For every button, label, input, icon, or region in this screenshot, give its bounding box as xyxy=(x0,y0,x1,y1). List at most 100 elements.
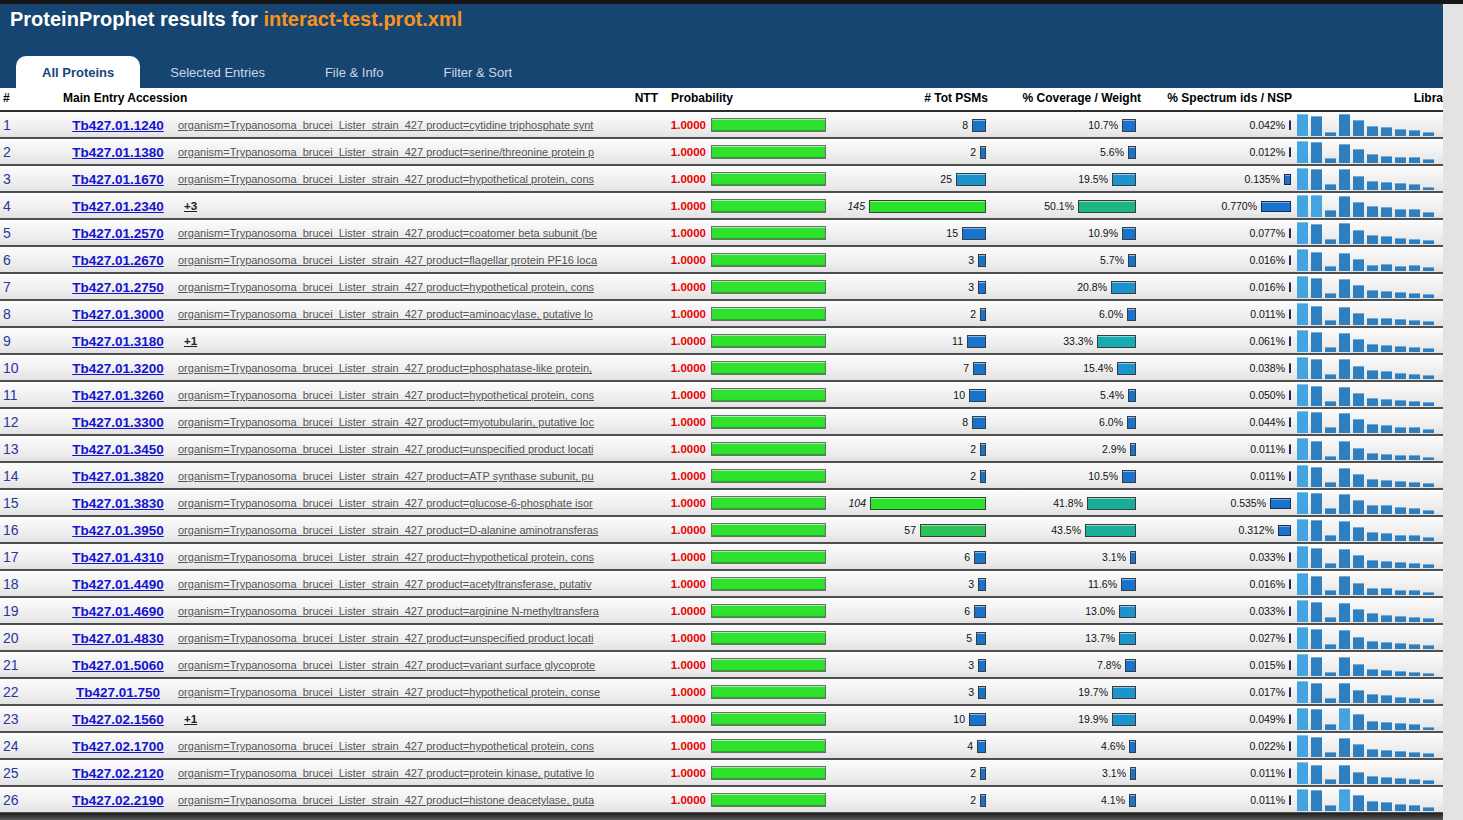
table-row: 26 Tb427.02.2190 organism=Trypanosoma_br… xyxy=(0,787,1443,813)
libra-bar xyxy=(1381,722,1392,730)
accession-link[interactable]: Tb427.01.1380 xyxy=(58,140,178,164)
accession-link[interactable]: Tb427.01.4690 xyxy=(58,599,178,623)
tab-file-info[interactable]: File & Info xyxy=(295,56,414,88)
accession-link[interactable]: Tb427.01.2670 xyxy=(58,248,178,272)
accession-link[interactable]: Tb427.01.3260 xyxy=(58,383,178,407)
spectrum-ids-cell: 0.770% xyxy=(1141,194,1291,218)
libra-bar xyxy=(1353,744,1364,757)
coverage-cell: 10.9% xyxy=(986,221,1136,245)
protein-description-link[interactable]: organism=Trypanosoma_brucei_Lister_strai… xyxy=(178,167,630,191)
accession-link[interactable]: Tb427.02.2190 xyxy=(58,788,178,812)
probability-cell: 1.0000 xyxy=(658,545,830,569)
protein-description-link[interactable]: organism=Trypanosoma_brucei_Lister_strai… xyxy=(178,221,630,245)
accession-link[interactable]: Tb427.02.1700 xyxy=(58,734,178,758)
protein-description-link[interactable]: organism=Trypanosoma_brucei_Lister_strai… xyxy=(178,302,630,326)
psm-count: 8 xyxy=(962,416,968,428)
libra-bar xyxy=(1311,278,1322,298)
spectrum-ids-bar xyxy=(1289,687,1291,697)
spectrum-ids-value: 0.015% xyxy=(1249,659,1285,671)
row-number: 4 xyxy=(3,194,29,218)
protein-description-link[interactable]: organism=Trypanosoma_brucei_Lister_strai… xyxy=(178,761,630,785)
accession-link[interactable]: Tb427.01.2750 xyxy=(58,275,178,299)
coverage-value: 10.7% xyxy=(1088,119,1118,131)
accession-link[interactable]: Tb427.01.2340 xyxy=(58,194,178,218)
libra-bar xyxy=(1381,399,1392,406)
accession-link[interactable]: Tb427.01.1670 xyxy=(58,167,178,191)
protein-description-link[interactable]: organism=Trypanosoma_brucei_Lister_strai… xyxy=(178,383,630,407)
psm-cell: 5 xyxy=(836,626,986,650)
tab-all-proteins[interactable]: All Proteins xyxy=(16,56,140,88)
accession-link[interactable]: Tb427.01.3830 xyxy=(58,491,178,515)
libra-bar xyxy=(1297,735,1308,757)
accession-link[interactable]: Tb427.01.3300 xyxy=(58,410,178,434)
tab-filter-sort[interactable]: Filter & Sort xyxy=(413,56,542,88)
psm-bar xyxy=(969,713,986,726)
accession-link[interactable]: Tb427.01.4490 xyxy=(58,572,178,596)
accession-link[interactable]: Tb427.01.3450 xyxy=(58,437,178,461)
spectrum-ids-bar xyxy=(1289,255,1291,265)
probability-cell: 1.0000 xyxy=(658,221,830,245)
accession-link[interactable]: Tb427.01.3180 xyxy=(58,329,178,353)
protein-description-link[interactable]: organism=Trypanosoma_brucei_Lister_strai… xyxy=(178,410,630,434)
accession-link[interactable]: Tb427.01.1240 xyxy=(58,113,178,137)
protein-description-link[interactable] xyxy=(178,329,630,353)
psm-count: 2 xyxy=(970,308,976,320)
libra-bar xyxy=(1353,664,1364,676)
protein-description-link[interactable]: organism=Trypanosoma_brucei_Lister_strai… xyxy=(178,464,630,488)
protein-description-link[interactable]: organism=Trypanosoma_brucei_Lister_strai… xyxy=(178,626,630,650)
protein-description-link[interactable]: organism=Trypanosoma_brucei_Lister_strai… xyxy=(178,140,630,164)
accession-link[interactable]: Tb427.01.3000 xyxy=(58,302,178,326)
protein-description-link[interactable]: organism=Trypanosoma_brucei_Lister_strai… xyxy=(178,518,630,542)
protein-description-link[interactable]: organism=Trypanosoma_brucei_Lister_strai… xyxy=(178,680,630,704)
libra-bar xyxy=(1339,683,1350,703)
libra-bar xyxy=(1367,776,1378,784)
protein-description-link[interactable]: organism=Trypanosoma_brucei_Lister_strai… xyxy=(178,599,630,623)
accession-link[interactable]: Tb427.01.3820 xyxy=(58,464,178,488)
protein-description-link[interactable]: organism=Trypanosoma_brucei_Lister_strai… xyxy=(178,545,630,569)
libra-bar xyxy=(1395,319,1406,325)
accession-link[interactable]: Tb427.02.2120 xyxy=(58,761,178,785)
libra-bar xyxy=(1381,236,1392,244)
tab-selected-entries[interactable]: Selected Entries xyxy=(140,56,295,88)
probability-value: 1.0000 xyxy=(658,740,706,752)
protein-description-link[interactable]: organism=Trypanosoma_brucei_Lister_strai… xyxy=(178,275,630,299)
libra-bar xyxy=(1353,120,1364,136)
spectrum-ids-cell: 0.535% xyxy=(1141,491,1291,515)
protein-description-link[interactable]: organism=Trypanosoma_brucei_Lister_strai… xyxy=(178,437,630,461)
accession-link[interactable]: Tb427.01.2570 xyxy=(58,221,178,245)
accession-link[interactable]: Tb427.01.750 xyxy=(58,680,178,704)
protein-description-link[interactable] xyxy=(178,194,630,218)
protein-description-link[interactable]: organism=Trypanosoma_brucei_Lister_strai… xyxy=(178,113,630,137)
coverage-bar xyxy=(1112,173,1136,186)
psm-cell: 25 xyxy=(836,167,986,191)
coverage-cell: 3.1% xyxy=(986,545,1136,569)
libra-bar xyxy=(1395,697,1406,703)
table-row: 6 Tb427.01.2670 organism=Trypanosoma_bru… xyxy=(0,247,1443,274)
libra-bar xyxy=(1409,779,1420,784)
accession-link[interactable]: Tb427.01.3950 xyxy=(58,518,178,542)
protein-description-link[interactable]: organism=Trypanosoma_brucei_Lister_strai… xyxy=(178,356,630,380)
accession-link[interactable]: Tb427.01.5060 xyxy=(58,653,178,677)
accession-link[interactable]: Tb427.01.4310 xyxy=(58,545,178,569)
protein-description-link[interactable] xyxy=(178,707,630,731)
spectrum-ids-bar xyxy=(1289,714,1291,724)
psm-count: 104 xyxy=(848,497,866,509)
protein-description-link[interactable]: organism=Trypanosoma_brucei_Lister_strai… xyxy=(178,788,630,812)
protein-description-link[interactable]: organism=Trypanosoma_brucei_Lister_strai… xyxy=(178,572,630,596)
libra-bar xyxy=(1325,508,1336,514)
coverage-value: 41.8% xyxy=(1053,497,1083,509)
probability-cell: 1.0000 xyxy=(658,302,830,326)
libra-bar xyxy=(1395,590,1406,595)
protein-description-link[interactable]: organism=Trypanosoma_brucei_Lister_strai… xyxy=(178,491,630,515)
accession-link[interactable]: Tb427.01.4830 xyxy=(58,626,178,650)
probability-value: 1.0000 xyxy=(658,200,706,212)
libra-bar xyxy=(1353,259,1364,271)
protein-description-link[interactable]: organism=Trypanosoma_brucei_Lister_strai… xyxy=(178,653,630,677)
protein-description-link[interactable]: organism=Trypanosoma_brucei_Lister_strai… xyxy=(178,248,630,272)
accession-link[interactable]: Tb427.01.3200 xyxy=(58,356,178,380)
libra-bar xyxy=(1409,374,1420,379)
accession-link[interactable]: Tb427.02.1560 xyxy=(58,707,178,731)
protein-description-link[interactable]: organism=Trypanosoma_brucei_Lister_strai… xyxy=(178,734,630,758)
coverage-cell: 7.8% xyxy=(986,653,1136,677)
libra-bar xyxy=(1311,224,1322,244)
